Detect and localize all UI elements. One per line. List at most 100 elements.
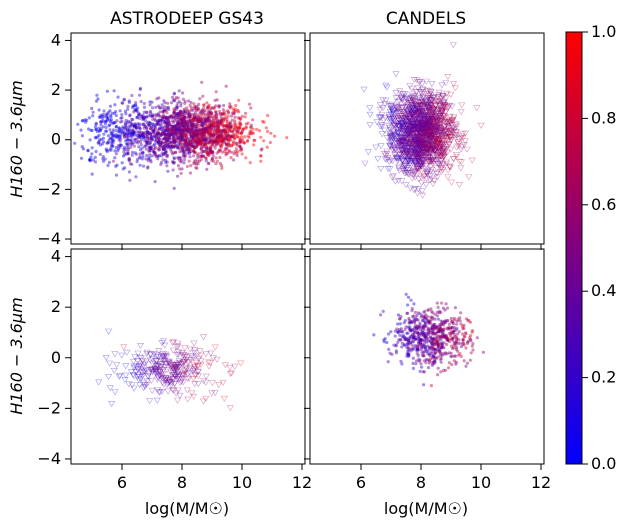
scatter-point (410, 309, 414, 313)
scatter-point (285, 136, 289, 140)
scatter-point (421, 130, 429, 137)
scatter-point (447, 326, 451, 330)
scatter-point (409, 107, 417, 114)
scatter-point (189, 133, 193, 137)
scatter-point (169, 144, 173, 149)
scatter-point (244, 156, 248, 160)
scatter-point (161, 110, 165, 114)
scatter-point (162, 147, 166, 151)
scatter-point (395, 104, 403, 111)
scatter-point (439, 358, 443, 362)
scatter-point (188, 155, 192, 159)
scatter-point (188, 127, 192, 131)
scatter-point (432, 359, 436, 363)
scatter-point (440, 154, 448, 160)
scatter-point (156, 113, 160, 117)
scatter-point (439, 327, 443, 331)
scatter-point (191, 131, 195, 135)
scatter-point (421, 134, 429, 141)
scatter-point (149, 113, 153, 117)
scatter-point (421, 333, 425, 337)
scatter-point (178, 124, 183, 128)
scatter-point (220, 143, 224, 147)
scatter-point (412, 139, 420, 145)
scatter-point (184, 145, 188, 149)
scatter-point (431, 138, 439, 145)
scatter-point (427, 149, 435, 156)
scatter-point (437, 119, 445, 126)
scatter-point (217, 133, 221, 138)
scatter-point (417, 326, 421, 330)
scatter-point (208, 147, 213, 151)
x-tick-label: 12 (292, 473, 312, 492)
scatter-point (418, 97, 426, 104)
scatter-point (406, 163, 414, 170)
scatter-point (239, 147, 244, 151)
scatter-point (401, 333, 405, 337)
scatter-point (409, 95, 417, 102)
scatter-point (199, 129, 203, 133)
scatter-point (410, 142, 419, 148)
scatter-point (209, 110, 213, 114)
scatter-point (454, 344, 458, 348)
scatter-point (157, 366, 165, 373)
scatter-point (412, 121, 420, 128)
scatter-point (403, 118, 412, 125)
scatter-point (239, 139, 243, 143)
scatter-point (138, 134, 142, 138)
scatter-point (222, 136, 226, 140)
scatter-point (382, 152, 390, 159)
scatter-point (394, 344, 398, 348)
scatter-point (396, 123, 404, 130)
scatter-point (190, 340, 198, 347)
scatter-point (141, 360, 149, 367)
scatter-point (205, 145, 209, 149)
scatter-point (112, 121, 116, 125)
scatter-point (400, 116, 408, 123)
scatter-point (407, 108, 415, 115)
scatter-point (215, 382, 223, 389)
scatter-point (172, 367, 180, 374)
scatter-point (191, 136, 195, 140)
scatter-point (438, 142, 446, 149)
scatter-point (407, 103, 415, 110)
scatter-point (422, 110, 430, 117)
scatter-point (389, 108, 397, 115)
scatter-point (407, 151, 416, 158)
scatter-point (206, 131, 210, 135)
scatter-point (101, 155, 105, 159)
scatter-point (192, 135, 196, 139)
scatter-point (403, 150, 411, 157)
scatter-point (127, 159, 131, 163)
scatter-point (183, 143, 187, 147)
scatter-point (225, 124, 229, 128)
scatter-point (217, 124, 221, 129)
scatter-point (171, 128, 175, 132)
scatter-point (219, 111, 223, 115)
scatter-point (114, 164, 118, 168)
scatter-point (401, 150, 409, 157)
scatter-point (428, 330, 432, 334)
scatter-point (180, 133, 184, 137)
scatter-point (207, 111, 211, 115)
scatter-point (153, 126, 157, 130)
scatter-point (417, 129, 425, 136)
scatter-point (199, 334, 208, 341)
scatter-point (183, 110, 187, 114)
scatter-point (210, 111, 214, 115)
scatter-point (215, 138, 219, 142)
scatter-point (157, 131, 161, 135)
scatter-point (147, 149, 151, 153)
scatter-point (426, 115, 434, 122)
scatter-point (404, 129, 412, 136)
scatter-point (144, 157, 148, 161)
scatter-point (192, 359, 200, 366)
scatter-point (410, 139, 418, 146)
scatter-point (159, 355, 167, 362)
scatter-point (425, 358, 429, 362)
scatter-point (186, 130, 190, 134)
scatter-point (409, 146, 417, 152)
scatter-point (426, 102, 434, 108)
scatter-point (217, 139, 221, 143)
scatter-point (427, 169, 435, 176)
